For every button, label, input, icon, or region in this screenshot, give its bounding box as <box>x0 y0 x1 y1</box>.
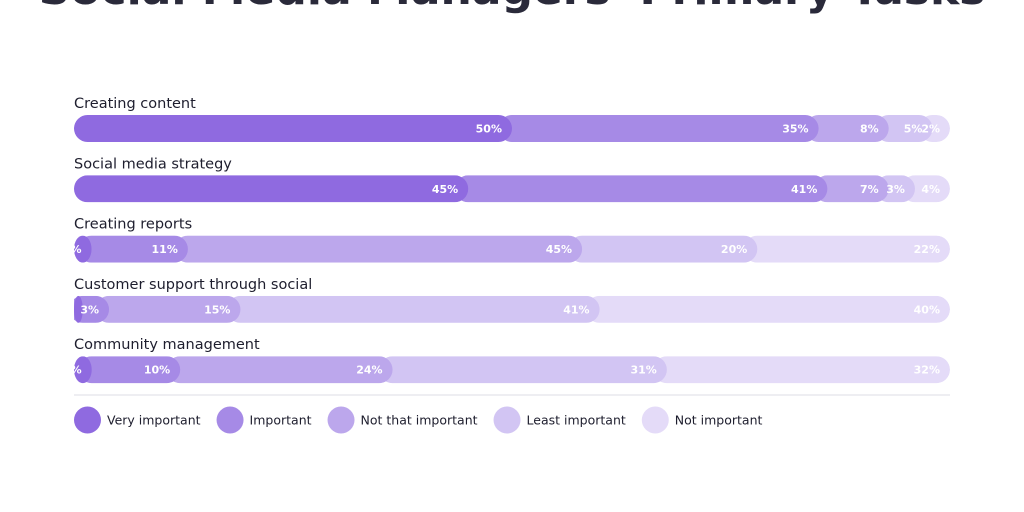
bar <box>74 235 950 263</box>
chart-title: Social Media Managers' Primary Tasks <box>39 0 986 15</box>
bar-segment <box>653 356 950 384</box>
value-label: 41% <box>791 183 817 196</box>
bar-segment <box>454 175 828 203</box>
value-label: 50% <box>476 123 502 136</box>
bar <box>74 356 950 384</box>
bar-segment <box>498 115 819 142</box>
bar-segment <box>743 235 950 263</box>
value-label: 32% <box>914 364 940 377</box>
value-label: 7% <box>860 183 879 196</box>
bar-segment <box>166 356 393 384</box>
category-label: Social media strategy <box>74 156 232 172</box>
category-label: Creating content <box>74 96 196 112</box>
value-label: 4% <box>921 183 940 196</box>
value-label: 15% <box>204 303 230 316</box>
legend-marker <box>493 406 521 434</box>
value-label: 31% <box>631 364 657 377</box>
legend-marker <box>216 406 244 434</box>
value-label: 20% <box>721 243 747 256</box>
bar-segment <box>901 175 950 203</box>
value-label: 22% <box>914 243 940 256</box>
value-label: 5% <box>904 123 923 136</box>
bar <box>74 295 950 323</box>
bar <box>74 175 950 203</box>
bar-segment <box>78 356 181 384</box>
bar-segment <box>74 115 512 142</box>
value-label: 11% <box>152 243 178 256</box>
legend-label: Important <box>250 413 312 428</box>
value-label: 45% <box>432 183 458 196</box>
bar-segment <box>74 295 83 323</box>
value-label: 8% <box>860 123 879 136</box>
value-label: 35% <box>782 123 808 136</box>
category-label: Creating reports <box>74 217 192 233</box>
value-label: 2% <box>63 243 82 256</box>
bar-segment <box>813 175 889 203</box>
legend-label: Not important <box>675 413 763 428</box>
bar-segment <box>379 356 667 384</box>
bar-segment <box>174 235 583 263</box>
bar-segment <box>586 295 950 323</box>
value-label: 10% <box>144 364 170 377</box>
bar-segment <box>875 115 933 142</box>
bar-segment <box>568 235 758 263</box>
legend-marker <box>641 406 669 434</box>
legend-marker <box>327 406 355 434</box>
value-label: 2% <box>921 123 940 136</box>
category-label: Community management <box>74 337 260 353</box>
legend-label: Not that important <box>361 413 478 428</box>
bar <box>74 115 950 142</box>
bar-segment <box>95 295 241 323</box>
value-label: 41% <box>563 303 589 316</box>
bar-segment <box>78 235 188 263</box>
legend-label: Least important <box>527 413 626 428</box>
value-label: 3% <box>886 183 905 196</box>
bar-segment <box>74 235 92 263</box>
value-label: 3% <box>80 303 99 316</box>
bar-segment <box>74 356 92 384</box>
bar-segment <box>805 115 889 142</box>
legend-label: Very important <box>107 413 201 428</box>
value-label: 24% <box>356 364 382 377</box>
value-label: 40% <box>914 303 940 316</box>
value-label: 45% <box>546 243 572 256</box>
value-label: 1% <box>54 303 73 316</box>
bar-segment <box>226 295 600 323</box>
bar-segment <box>74 175 469 203</box>
category-label: Customer support through social <box>74 277 312 293</box>
legend-marker <box>74 406 101 434</box>
value-label: 2% <box>63 364 82 377</box>
